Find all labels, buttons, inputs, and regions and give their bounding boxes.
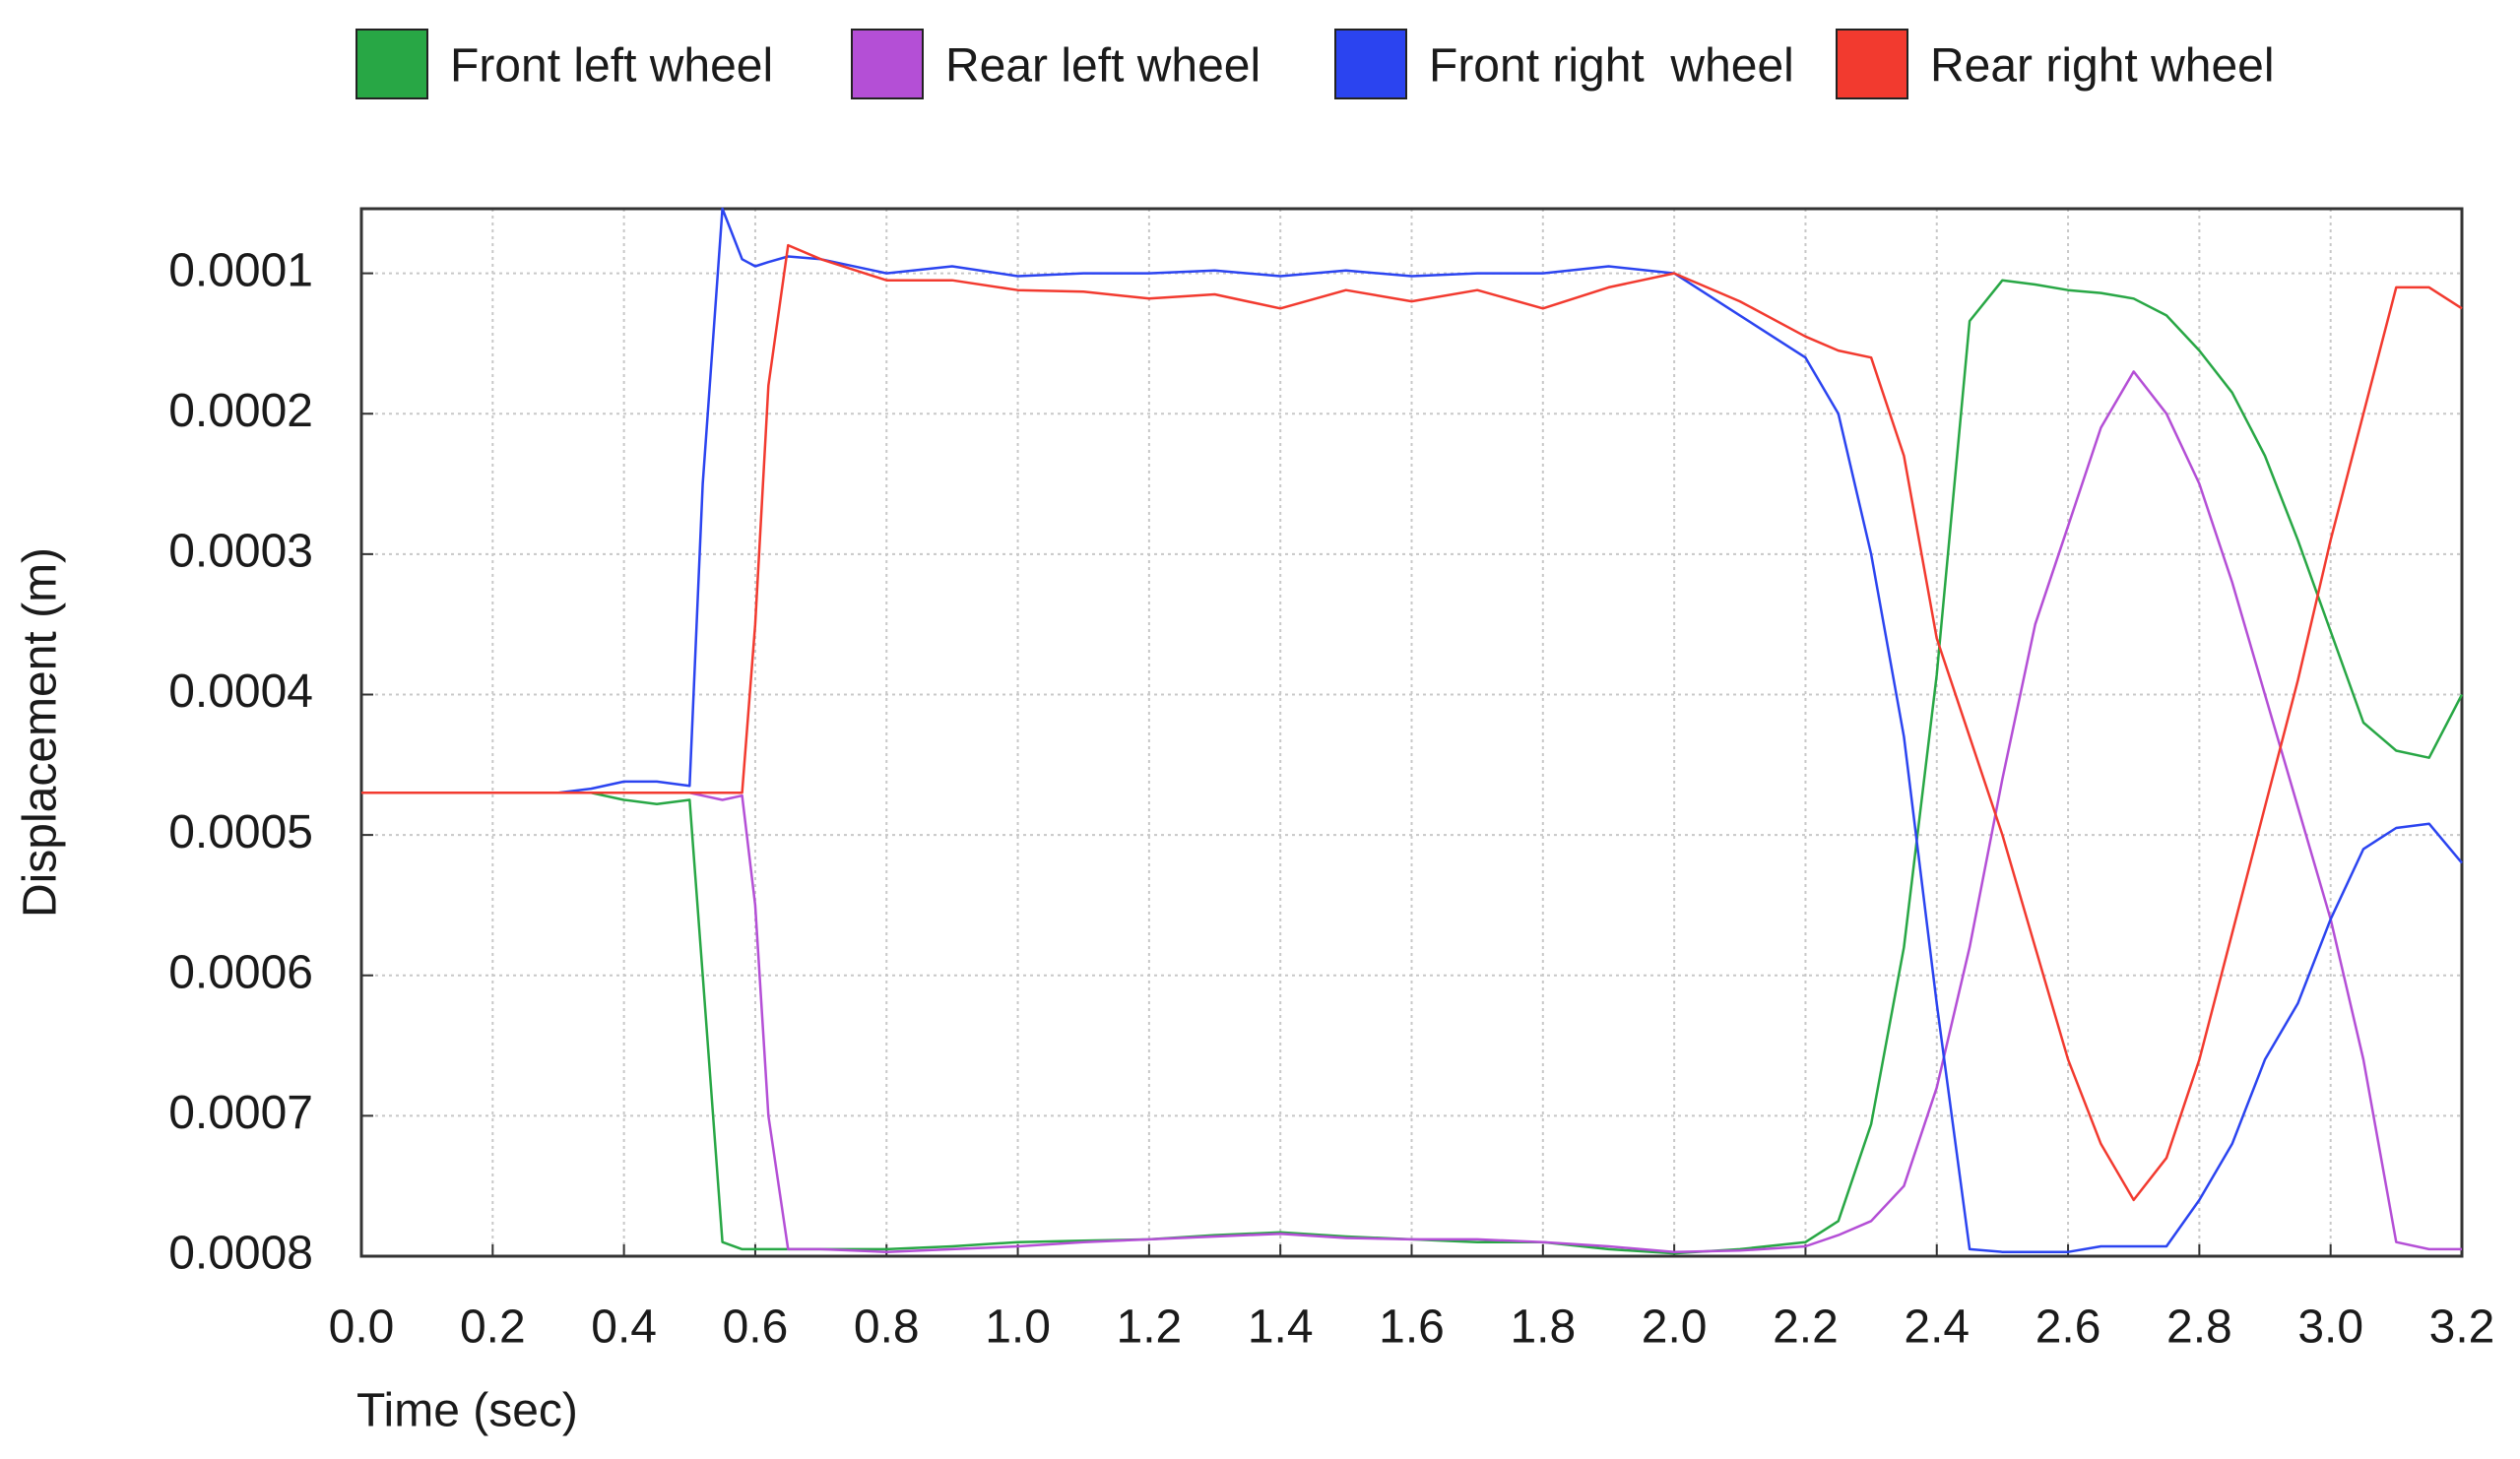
line	[361, 279, 2464, 1255]
x-tick-label: 2.4	[1904, 1301, 1970, 1354]
y-tick-label: 0.0003	[168, 526, 313, 578]
x-tick-label: 0.2	[460, 1301, 526, 1354]
x-tick-label: 2.6	[2035, 1301, 2101, 1354]
y-tick-label: 0.0005	[168, 806, 313, 858]
y-tick-label: 0.0007	[168, 1087, 313, 1139]
x-tick-label: 0.6	[723, 1301, 789, 1354]
y-axis-title: Displacement (m)	[15, 547, 67, 918]
y-tick-label: 0.0006	[168, 946, 313, 998]
x-tick-label: 1.2	[1117, 1301, 1183, 1354]
legend-swatch	[1334, 29, 1407, 99]
y-tick-label: 0.0002	[168, 385, 313, 437]
y-tick-label: 0.0004	[168, 666, 313, 718]
legend-label: Rear left wheel	[945, 40, 1260, 93]
x-tick-label: 2.8	[2166, 1301, 2232, 1354]
line	[361, 207, 2463, 1253]
x-tick-label: 3.2	[2429, 1301, 2495, 1354]
x-axis-title: Time (sec)	[356, 1385, 578, 1437]
legend-label: Rear right wheel	[1930, 40, 2275, 93]
line	[361, 370, 2462, 1253]
plot-frame	[359, 207, 2464, 1258]
x-tick-label: 0.0	[329, 1301, 395, 1354]
legend-swatch	[355, 29, 428, 99]
x-tick-label: 1.8	[1510, 1301, 1576, 1354]
x-tick-label: 0.4	[591, 1301, 657, 1354]
legend-label: Front right wheel	[1429, 40, 1794, 93]
x-tick-label: 2.2	[1773, 1301, 1839, 1354]
x-tick-label: 1.0	[985, 1301, 1051, 1354]
y-tick-label: 0.0001	[168, 244, 313, 296]
y-tick-label: 0.0008	[168, 1228, 313, 1280]
x-tick-label: 3.0	[2297, 1301, 2363, 1354]
x-tick-label: 1.6	[1379, 1301, 1445, 1354]
line	[361, 243, 2463, 1202]
x-tick-label: 2.0	[1642, 1301, 1708, 1354]
legend-swatch	[851, 29, 924, 99]
x-tick-label: 0.8	[854, 1301, 920, 1354]
legend-swatch	[1836, 29, 1908, 99]
x-tick-label: 1.4	[1248, 1301, 1314, 1354]
legend-label: Front left wheel	[450, 40, 773, 93]
